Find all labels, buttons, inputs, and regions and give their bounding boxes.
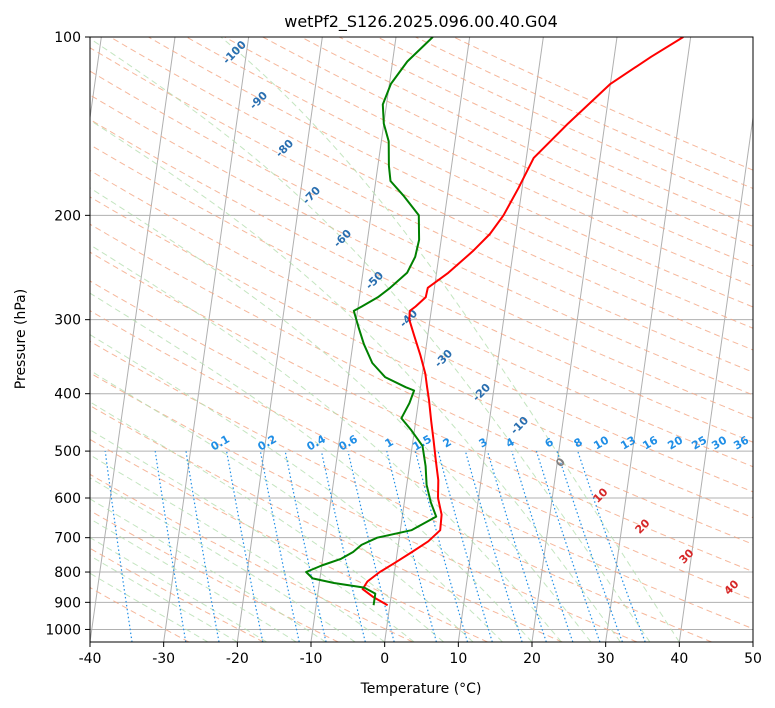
mixing-ratio-line <box>437 450 493 642</box>
mixing-ratio-line <box>226 450 264 642</box>
dry-adiabat-line <box>90 94 753 419</box>
y-tick-label: 1000 <box>45 622 81 638</box>
moist-adiabat-line <box>90 119 621 642</box>
y-tick-label: 100 <box>54 30 81 46</box>
dry-adiabat-line <box>90 223 753 545</box>
x-tick-label: 10 <box>449 651 467 667</box>
dry-adiabat-line <box>224 37 753 287</box>
x-tick-label: 20 <box>523 651 541 667</box>
dry-adiabat-line <box>148 37 753 329</box>
dry-adiabat-line <box>109 37 753 351</box>
mixing-ratio-line <box>284 450 327 642</box>
y-tick-label: 600 <box>54 491 81 507</box>
moist-adiabat-line <box>90 292 533 642</box>
chart-title: wetPf2_S126.2025.096.00.40.G04 <box>284 12 558 32</box>
moist-adiabat-line <box>90 244 562 642</box>
isotherm-line <box>236 37 323 642</box>
mixing-ratio-line <box>414 450 469 642</box>
moist-adiabat-line <box>90 477 356 642</box>
mixing-ratio-line <box>577 450 646 642</box>
mixing-ratio-line <box>104 451 133 642</box>
moist-adiabat-line <box>90 37 651 642</box>
x-axis-title: Temperature (°C) <box>360 681 482 697</box>
y-tick-label: 800 <box>54 565 81 581</box>
dry-adiabat-line <box>90 70 753 396</box>
moist-adiabat-line <box>90 518 297 642</box>
dry-adiabat-line <box>90 196 753 519</box>
y-axis-title: Pressure (hPa) <box>13 289 29 389</box>
isotherm-line <box>90 37 176 642</box>
x-tick-label: -40 <box>79 651 102 667</box>
x-axis-ticks: -40 -30 -20 -10 0 10 20 30 40 50 <box>79 642 762 667</box>
mixing-ratio-line <box>320 450 366 642</box>
dry-adiabat-line <box>90 340 712 642</box>
mixing-ratio-line <box>556 450 623 642</box>
temperature-profile-line <box>361 37 684 607</box>
y-tick-label: 900 <box>54 595 81 611</box>
moist-adiabat-line <box>220 37 680 642</box>
dry-adiabat-line <box>90 144 753 468</box>
x-tick-label: -10 <box>300 651 323 667</box>
x-tick-label: 40 <box>670 651 688 667</box>
mixing-ratio-lines <box>104 450 646 642</box>
mixing-ratio-line <box>386 450 437 642</box>
x-tick-label: 30 <box>597 651 615 667</box>
x-tick-label: 0 <box>380 651 389 667</box>
dewpoint-profile-line <box>305 37 438 606</box>
dry-adiabat-line <box>90 510 339 642</box>
mixing-ratio-line <box>347 450 395 642</box>
y-tick-label: 700 <box>54 531 81 547</box>
moist-adiabat-line <box>90 334 503 642</box>
dry-adiabat-line <box>90 547 264 642</box>
mixing-ratio-line <box>259 450 300 642</box>
x-tick-label: -20 <box>226 651 249 667</box>
moist-adiabat-line <box>90 572 209 642</box>
isotherm-line <box>384 37 471 642</box>
plot-frame <box>89 36 754 643</box>
x-tick-label: -30 <box>152 651 175 667</box>
mixing-ratio-line <box>535 450 601 642</box>
y-tick-label: 300 <box>54 313 81 329</box>
moist-adiabat-line <box>90 401 444 642</box>
moist-adiabat-line <box>90 369 474 642</box>
moist-adiabat-line <box>90 454 385 642</box>
isotherm-line <box>163 37 250 642</box>
dry-adiabat-line <box>90 169 753 493</box>
dry-adiabat-line <box>90 372 638 642</box>
moist-adiabat-line <box>90 555 238 642</box>
dry-adiabat-line <box>90 251 753 573</box>
isotherm-line <box>678 114 753 642</box>
y-tick-label: 400 <box>54 387 81 403</box>
dry-adiabat-line <box>90 405 563 642</box>
y-axis-ticks: 100 200 300 400 500 600 700 800 900 1000 <box>45 30 90 638</box>
moist-adiabats <box>90 37 680 642</box>
mixing-ratio-line <box>464 450 523 642</box>
profile-series <box>305 37 684 607</box>
moist-adiabat-line <box>90 537 268 642</box>
mixing-ratio-line <box>486 450 547 642</box>
plot-area: -100-90-80-70-60-50-40-30-20-100.1 0.2 0.4… <box>90 37 753 642</box>
y-tick-label: 200 <box>54 208 81 224</box>
x-tick-label: 50 <box>744 651 762 667</box>
moist-adiabat-line <box>90 187 592 642</box>
y-tick-label: 500 <box>54 444 81 460</box>
mixing-ratio-line <box>511 450 574 642</box>
